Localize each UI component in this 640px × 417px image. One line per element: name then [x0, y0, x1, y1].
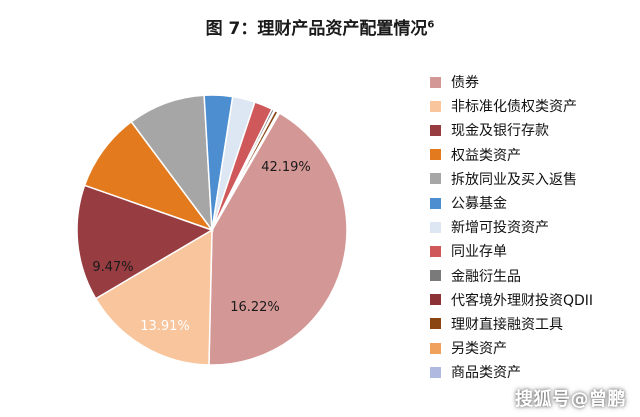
legend-swatch: [430, 100, 441, 112]
legend-label: 理财直接融资工具: [451, 316, 563, 333]
legend-item: 权益类资产: [430, 143, 593, 167]
legend-swatch: [430, 149, 441, 161]
legend-item: 现金及银行存款: [430, 118, 593, 142]
legend-swatch: [430, 366, 441, 378]
legend-item: 新增可投资资产: [430, 215, 593, 239]
legend-item: 公募基金: [430, 191, 593, 215]
legend-item: 商品类资产: [430, 360, 593, 384]
pie-slice-4: [130, 94, 213, 233]
legend-swatch: [430, 342, 441, 354]
legend-label: 新增可投资资产: [451, 220, 549, 237]
watermark: 搜狐号@曾鹏: [515, 389, 626, 410]
legend-item: 代客境外理财投资QDII: [430, 288, 593, 312]
legend-label: 代客境外理财投资QDII: [451, 292, 594, 309]
legend-item: 理财直接融资工具: [430, 312, 593, 336]
legend-swatch: [430, 245, 441, 257]
legend-label: 现金及银行存款: [451, 123, 549, 140]
legend-item: 另类资产: [430, 336, 593, 360]
legend-swatch: [430, 124, 441, 136]
legend-label: 金融衍生品: [451, 268, 521, 285]
legend-swatch: [430, 76, 441, 88]
legend-label: 公募基金: [451, 196, 507, 213]
legend-swatch: [430, 197, 441, 209]
legend-label: 非标准化债权类资产: [451, 99, 577, 116]
legend-item: 同业存单: [430, 239, 593, 263]
title-footnote-marker: 6: [427, 19, 435, 31]
pie-slice-1: [94, 228, 213, 366]
legend-swatch: [430, 270, 441, 282]
slice-data-label: 42.19%: [261, 160, 311, 175]
pie-slice-3: [83, 120, 215, 232]
pie-slice-12: [211, 111, 281, 231]
legend-swatch: [430, 221, 441, 233]
slice-data-label: 16.22%: [230, 300, 280, 315]
legend-label: 拆放同业及买入返售: [451, 171, 577, 188]
legend-label: 商品类资产: [451, 365, 521, 382]
chart-title-text: 图 7：理财产品资产配置情况: [205, 19, 428, 39]
slice-data-label: 9.47%: [92, 260, 133, 275]
chart-legend: 债券非标准化债权类资产 现金及银行存款 权益类资产拆放同业及买入返售 公募基金新增可投…: [430, 70, 593, 384]
legend-swatch: [430, 173, 441, 185]
legend-item: 非标准化债权类资产: [430, 94, 593, 118]
legend-swatch: [430, 318, 441, 330]
legend-item: 拆放同业及买入返售: [430, 167, 593, 191]
legend-swatch: [430, 294, 441, 306]
legend-item: 债券: [430, 70, 593, 94]
legend-label: 另类资产: [451, 341, 507, 358]
slice-data-label: 13.91%: [140, 319, 190, 334]
legend-label: 同业存单: [451, 244, 507, 261]
legend-item: 金融衍生品: [430, 264, 593, 288]
legend-label: 权益类资产: [451, 147, 521, 164]
pie-slice-2: [76, 184, 214, 300]
legend-label: 债券: [451, 75, 479, 92]
chart-title: 图 7：理财产品资产配置情况6: [0, 14, 640, 39]
